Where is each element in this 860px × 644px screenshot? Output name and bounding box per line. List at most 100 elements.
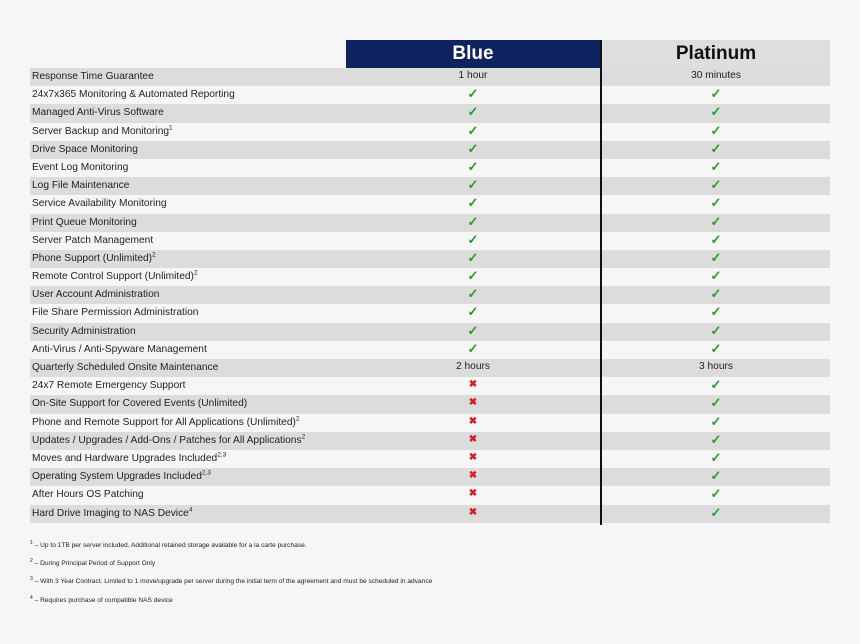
blue-cell: ✓ xyxy=(346,304,600,322)
feature-name: Event Log Monitoring xyxy=(32,161,129,173)
footnote: 4 – Requires purchase of compatible NAS … xyxy=(30,591,432,609)
check-icon: ✓ xyxy=(710,213,722,229)
platinum-cell: ✓ xyxy=(602,177,830,195)
feature-name: Drive Space Monitoring xyxy=(32,143,138,155)
platinum-cell: ✓ xyxy=(602,268,830,286)
feature-label: Moves and Hardware Upgrades Included2,3 xyxy=(30,450,346,468)
cross-icon: ✖ xyxy=(468,415,478,427)
blue-cell: ✓ xyxy=(346,159,600,177)
check-icon: ✓ xyxy=(467,195,479,211)
feature-label: Quarterly Scheduled Onsite Maintenance xyxy=(30,359,346,377)
feature-label: User Account Administration xyxy=(30,286,346,304)
platinum-cell: ✓ xyxy=(602,141,830,159)
footnote-text: – With 3 Year Contract. Limited to 1 mov… xyxy=(32,578,433,586)
table-row: Moves and Hardware Upgrades Included2,3 ✖… xyxy=(30,450,830,468)
table-row: Drive Space Monitoring ✓ ✓ xyxy=(30,140,830,159)
platinum-cell: ✓ xyxy=(602,432,830,450)
table-row: On-Site Support for Covered Events (Unli… xyxy=(30,395,830,414)
footnote: 3 – With 3 Year Contract. Limited to 1 m… xyxy=(30,572,432,590)
footnote-ref: 2,3 xyxy=(201,469,211,477)
platinum-value: 3 hours xyxy=(699,361,733,372)
table-row: Phone Support (Unlimited)2 ✓ ✓ xyxy=(30,249,830,269)
check-icon: ✓ xyxy=(467,304,479,320)
blue-cell: ✓ xyxy=(346,104,600,122)
blue-cell: ✓ xyxy=(346,123,600,141)
table-row: Server Backup and Monitoring1 ✓ ✓ xyxy=(30,123,830,141)
feature-label: Remote Control Support (Unlimited)2 xyxy=(30,268,346,286)
cross-icon: ✖ xyxy=(468,451,478,463)
blue-cell: ✓ xyxy=(346,286,600,304)
check-icon: ✓ xyxy=(467,268,479,284)
cross-icon: ✖ xyxy=(468,379,478,391)
platinum-cell: 30 minutes xyxy=(602,68,830,86)
feature-label: Server Patch Management xyxy=(30,232,346,250)
check-icon: ✓ xyxy=(467,104,479,120)
platinum-cell: ✓ xyxy=(602,195,830,213)
check-icon: ✓ xyxy=(710,413,722,429)
feature-label: After Hours OS Patching xyxy=(30,486,346,504)
check-icon: ✓ xyxy=(467,249,479,265)
platinum-cell: ✓ xyxy=(602,250,830,268)
feature-name: User Account Administration xyxy=(32,289,160,301)
cross-icon: ✖ xyxy=(468,488,478,500)
blue-cell: ✓ xyxy=(346,250,600,268)
footnote: 2 – During Principal Period of Support O… xyxy=(30,554,432,572)
feature-label: Drive Space Monitoring xyxy=(30,141,346,159)
blue-cell: ✓ xyxy=(346,214,600,232)
feature-label: Server Backup and Monitoring1 xyxy=(30,123,346,141)
platinum-cell: ✓ xyxy=(602,304,830,322)
feature-label: Hard Drive Imaging to NAS Device4 xyxy=(30,505,346,523)
platinum-cell: ✓ xyxy=(602,468,830,486)
check-icon: ✓ xyxy=(710,340,722,356)
feature-name: Service Availability Monitoring xyxy=(32,198,167,210)
blue-plan-header: Blue xyxy=(346,40,600,68)
check-icon: ✓ xyxy=(710,377,722,393)
feature-name: After Hours OS Patching xyxy=(32,489,144,501)
feature-label: Phone Support (Unlimited)2 xyxy=(30,250,346,268)
footnotes: 1 – Up to 1TB per server included. Addit… xyxy=(30,536,432,609)
footnote-text: – Up to 1TB per server included. Additio… xyxy=(32,542,307,550)
blue-cell: ✓ xyxy=(346,86,600,104)
feature-name: Response Time Guarantee xyxy=(32,71,154,82)
footnote-ref: 2 xyxy=(152,251,156,259)
feature-label: Operating System Upgrades Included2,3 xyxy=(30,468,346,486)
blue-cell: ✖ xyxy=(346,468,600,486)
platinum-cell: ✓ xyxy=(602,86,830,104)
footnote-number: 3 xyxy=(30,576,33,583)
blue-value: 1 hour xyxy=(458,70,488,81)
check-icon: ✓ xyxy=(710,268,722,284)
check-icon: ✓ xyxy=(710,249,722,265)
footnote-number: 4 xyxy=(30,594,33,601)
table-header: Blue Platinum xyxy=(30,40,830,68)
feature-name: Updates / Upgrades / Add-Ons / Patches f… xyxy=(32,434,302,446)
check-icon: ✓ xyxy=(710,431,722,447)
feature-label: Log File Maintenance xyxy=(30,177,346,195)
feature-label: Phone and Remote Support for All Applica… xyxy=(30,414,346,432)
blue-cell: ✖ xyxy=(346,432,600,450)
footnote-ref: 4 xyxy=(188,506,193,514)
check-icon: ✓ xyxy=(710,322,722,338)
footnote-text: – During Principal Period of Support Onl… xyxy=(32,560,156,568)
platinum-cell: ✓ xyxy=(602,414,830,432)
table-row: Event Log Monitoring ✓ ✓ xyxy=(30,159,830,177)
platinum-cell: ✓ xyxy=(602,159,830,177)
table-row: Hard Drive Imaging to NAS Device4 ✖ ✓ xyxy=(30,504,830,523)
cross-icon: ✖ xyxy=(468,470,478,482)
table-row: Server Patch Management ✓ ✓ xyxy=(30,232,830,250)
check-icon: ✓ xyxy=(467,286,479,302)
feature-label: 24x7 Remote Emergency Support xyxy=(30,377,346,395)
feature-label: File Share Permission Administration xyxy=(30,304,346,322)
blue-value: 2 hours xyxy=(456,361,490,372)
platinum-cell: ✓ xyxy=(602,395,830,413)
feature-name: Print Queue Monitoring xyxy=(32,216,137,228)
feature-name: Managed Anti-Virus Software xyxy=(32,107,164,119)
check-icon: ✓ xyxy=(710,195,722,211)
feature-name: File Share Permission Administration xyxy=(32,307,199,319)
table-row: Updates / Upgrades / Add-Ons / Patches f… xyxy=(30,431,830,450)
blue-cell: ✖ xyxy=(346,414,600,432)
table-row: 24x7 Remote Emergency Support ✖ ✓ xyxy=(30,377,830,395)
blue-cell: 1 hour xyxy=(346,68,600,86)
check-icon: ✓ xyxy=(710,104,722,120)
blue-cell: ✓ xyxy=(346,177,600,195)
platinum-cell: ✓ xyxy=(602,104,830,122)
